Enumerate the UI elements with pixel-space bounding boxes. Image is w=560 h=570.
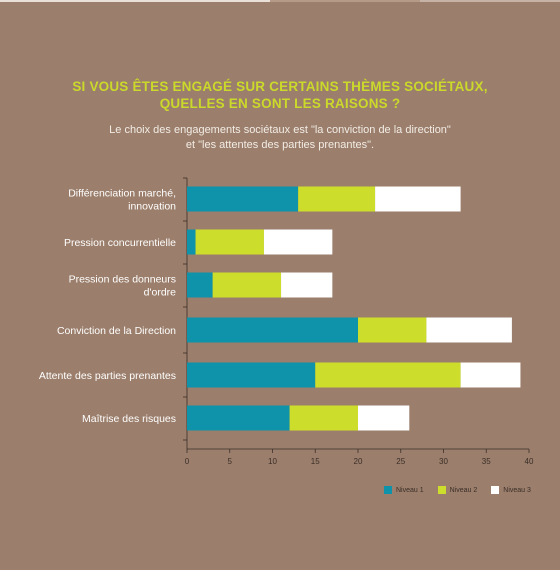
legend-item-niveau-3: Niveau 3 bbox=[491, 486, 531, 494]
legend-item-niveau-2: Niveau 2 bbox=[437, 486, 478, 494]
bar-niveau-1 bbox=[187, 229, 196, 255]
legend-label-niveau-1: Niveau 1 bbox=[396, 486, 424, 494]
top-strip bbox=[0, 0, 560, 2]
bar-niveau-3 bbox=[426, 317, 512, 343]
category-label: Attente des parties prenantes bbox=[39, 370, 176, 382]
chart-title-line-1: SI VOUS ÊTES ENGAGÉ SUR CERTAINS THÈMES … bbox=[72, 79, 488, 94]
chart-subtitle: Le choix des engagements sociétaux est "… bbox=[0, 123, 560, 153]
x-tick-label: 0 bbox=[185, 457, 190, 466]
legend-label-niveau-3: Niveau 3 bbox=[503, 486, 531, 494]
bar-niveau-1 bbox=[187, 186, 299, 212]
bar-niveau-2 bbox=[315, 362, 461, 388]
category-label: Pression concurrentielle bbox=[64, 237, 176, 249]
category-label: Conviction de la Direction bbox=[57, 325, 176, 337]
x-tick-label: 35 bbox=[482, 457, 491, 466]
bar-niveau-2 bbox=[358, 317, 427, 343]
legend-swatch-niveau-2 bbox=[437, 486, 446, 494]
top-strip-light bbox=[0, 0, 270, 2]
bar-niveau-3 bbox=[358, 405, 410, 431]
x-tick-label: 20 bbox=[354, 457, 363, 466]
bar-niveau-3 bbox=[375, 186, 461, 212]
category-label: d'ordre bbox=[144, 287, 177, 299]
x-tick-label: 5 bbox=[228, 457, 233, 466]
category-label: Maîtrise des risques bbox=[82, 413, 176, 425]
bar-niveau-2 bbox=[212, 272, 282, 298]
category-label: Pression des donneurs bbox=[69, 274, 176, 286]
bar-niveau-1 bbox=[187, 272, 213, 298]
legend-label-niveau-2: Niveau 2 bbox=[449, 486, 478, 494]
category-label: innovation bbox=[128, 201, 176, 213]
chart-title-line-2: QUELLES EN SONT LES RAISONS ? bbox=[159, 96, 401, 111]
x-tick-label: 10 bbox=[268, 457, 277, 466]
x-tick-label: 30 bbox=[439, 457, 448, 466]
bar-niveau-2 bbox=[289, 405, 358, 431]
bar-niveau-3 bbox=[460, 362, 521, 388]
top-strip-right bbox=[420, 0, 560, 2]
legend-item-niveau-1: Niveau 1 bbox=[384, 486, 424, 494]
bar-niveau-3 bbox=[281, 272, 333, 298]
bar-niveau-1 bbox=[187, 362, 316, 388]
bar-niveau-1 bbox=[187, 405, 290, 431]
x-tick-label: 40 bbox=[525, 457, 534, 466]
category-label: Différenciation marché, bbox=[68, 188, 176, 200]
chart-subtitle-line-2: et "les attentes des parties prenantes". bbox=[185, 139, 375, 151]
legend-swatch-niveau-1 bbox=[384, 486, 392, 494]
legend: Niveau 1 Niveau 2 Niveau 3 bbox=[384, 486, 531, 494]
bar-niveau-2 bbox=[195, 229, 264, 255]
x-tick-label: 15 bbox=[311, 457, 320, 466]
bar-niveau-3 bbox=[263, 229, 333, 255]
bar-niveau-1 bbox=[187, 317, 358, 343]
chart-subtitle-line-1: Le choix des engagements sociétaux est "… bbox=[109, 124, 451, 136]
chart-title: SI VOUS ÊTES ENGAGÉ SUR CERTAINS THÈMES … bbox=[0, 78, 560, 112]
bar-niveau-2 bbox=[298, 186, 376, 212]
x-tick-label: 25 bbox=[396, 457, 405, 466]
legend-swatch-niveau-3 bbox=[491, 486, 500, 494]
